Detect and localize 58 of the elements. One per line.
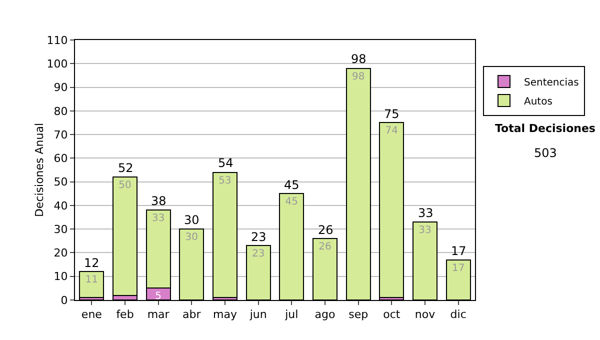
bar (79, 271, 104, 298)
data-label: 33 (152, 213, 165, 224)
y-axis-title: Decisiones Anual (33, 122, 46, 218)
bar (379, 122, 404, 298)
data-label: 17 (452, 262, 465, 274)
y-tick-label: 20 (54, 246, 68, 260)
total-label: 17 (451, 244, 466, 258)
x-tick-label: abr (182, 308, 202, 322)
y-tick-label: 30 (54, 222, 68, 236)
x-tick-label: sep (348, 308, 368, 322)
total-label: 38 (151, 194, 166, 208)
data-label: 26 (318, 242, 332, 253)
y-tick-label: 110 (46, 34, 68, 47)
text: Total Decisiones (495, 122, 596, 135)
data-label: 23 (252, 248, 265, 260)
y-tick-label: 70 (54, 128, 68, 142)
x-tick-label: mar (147, 308, 170, 322)
x-tick-label: dic (450, 308, 466, 322)
x-tick-label: may (213, 308, 238, 322)
x-tick-label: ene (81, 308, 102, 322)
data-label: 11 (85, 274, 98, 286)
data-label: 45 (285, 196, 298, 208)
data-label: 5 (155, 291, 162, 302)
total-label: 26 (318, 223, 334, 237)
data-label: 98 (352, 71, 365, 82)
y-tick-label: 80 (54, 104, 68, 118)
total-label: 75 (384, 107, 400, 121)
total-label: 30 (184, 213, 200, 227)
total-label: 52 (118, 161, 134, 175)
total-label: 33 (418, 206, 434, 220)
x-tick-label: nov (414, 308, 436, 322)
bar (212, 172, 238, 298)
x-tick-label: feb (116, 308, 134, 322)
y-tick-label: 90 (54, 81, 68, 94)
data-label: 53 (218, 175, 232, 186)
total-label: 54 (218, 156, 234, 170)
y-tick-label: 10 (54, 270, 68, 284)
total-label: 12 (84, 256, 100, 270)
y-tick-label: 50 (54, 176, 68, 189)
y-tick-label: 40 (54, 199, 68, 212)
legend-label: Sentencias (524, 77, 579, 88)
bar (112, 176, 138, 296)
y-tick-label: 100 (46, 57, 68, 70)
total-label: 98 (351, 52, 366, 66)
x-tick-label: jul (284, 308, 298, 322)
text: 503 (534, 146, 557, 160)
total-label: 23 (251, 230, 266, 244)
data-label: 50 (118, 180, 132, 192)
total-label: 45 (284, 178, 300, 192)
data-label: 33 (418, 225, 432, 236)
data-label: 74 (385, 126, 398, 137)
x-tick-label: jun (248, 308, 267, 322)
y-tick-label: 60 (54, 152, 68, 166)
x-tick-label: ago (314, 308, 336, 322)
legend-label: Autos (524, 96, 552, 108)
x-tick-label: oct (383, 308, 401, 322)
y-tick-label: 0 (60, 294, 68, 307)
data-label: 30 (185, 232, 198, 244)
